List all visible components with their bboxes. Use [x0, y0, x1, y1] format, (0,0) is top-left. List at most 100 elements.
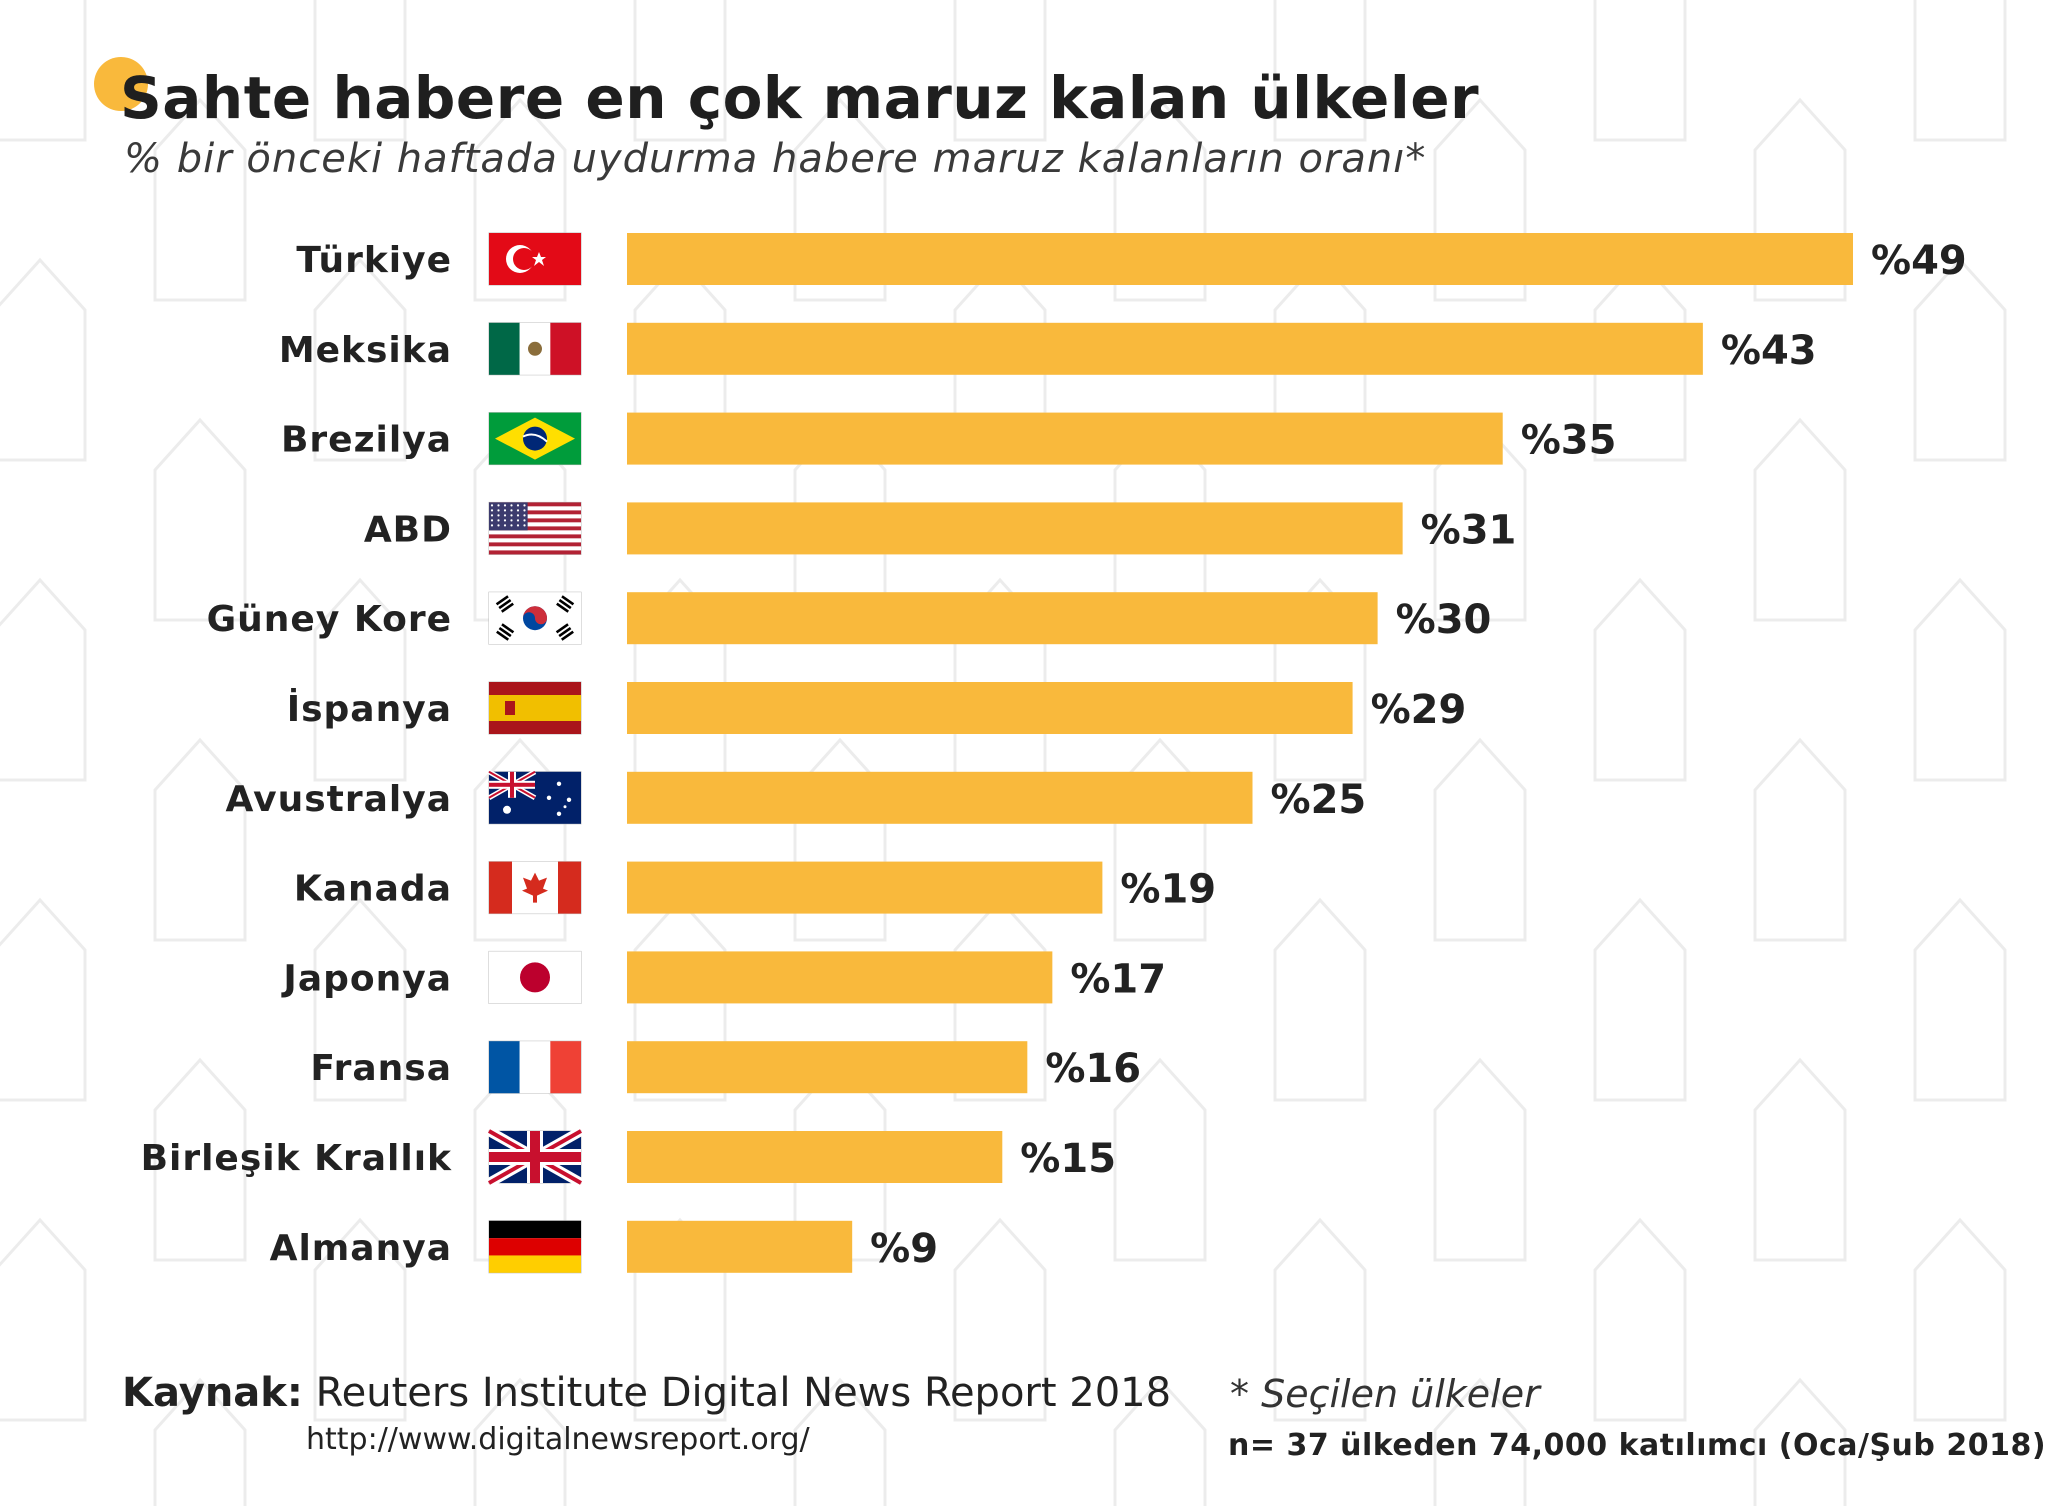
- pattern-shape: [1593, 1217, 1687, 1422]
- bar: [627, 951, 1053, 1004]
- pattern-shape: [1433, 1057, 1527, 1262]
- pattern-shape: [1113, 737, 1207, 942]
- pattern-shape: [1593, 0, 1687, 142]
- turkey-flag-icon: [488, 232, 582, 286]
- value-label: %19: [1120, 867, 1216, 913]
- source-url: http://www.digitalnewsreport.org/: [306, 1422, 810, 1457]
- bar: [627, 682, 1353, 734]
- bar: [627, 233, 1853, 285]
- brazil-flag-icon: [488, 412, 582, 466]
- pattern-shape: [313, 1217, 407, 1422]
- value-label: %30: [1396, 597, 1492, 643]
- canada-flag-icon: [488, 861, 582, 915]
- pattern-shape: [1593, 577, 1687, 782]
- pattern-shape: [0, 577, 87, 782]
- pattern-shape: [313, 257, 407, 462]
- source-line: Kaynak: Reuters Institute Digital News R…: [122, 1370, 1171, 1416]
- category-label: Birleşik Krallık: [141, 1138, 452, 1179]
- france-flag-icon: [488, 1040, 582, 1094]
- bar: [627, 412, 1503, 465]
- note-selected-countries: * Seçilen ülkeler: [1230, 1372, 1540, 1416]
- pattern-shape: [0, 897, 87, 1102]
- value-label: %9: [870, 1226, 938, 1272]
- value-label: %15: [1020, 1136, 1116, 1182]
- pattern-shape: [1753, 417, 1847, 622]
- pattern-shape: [1273, 897, 1367, 1102]
- pattern-shape: [1913, 0, 2007, 142]
- value-label: %43: [1721, 328, 1817, 374]
- pattern-shape: [0, 257, 87, 462]
- pattern-shape: [153, 97, 247, 302]
- bar: [627, 322, 1703, 375]
- bar: [627, 592, 1378, 645]
- bar: [627, 1041, 1028, 1094]
- pattern-shape: [153, 417, 247, 622]
- pattern-shape: [473, 97, 567, 302]
- pattern-shape: [153, 737, 247, 942]
- category-label: Güney Kore: [207, 599, 452, 640]
- accent-dot: [94, 57, 148, 111]
- value-label: %35: [1521, 418, 1617, 464]
- category-label: ABD: [364, 509, 452, 550]
- pattern-shape: [313, 577, 407, 782]
- value-label: %29: [1371, 687, 1467, 733]
- bar: [627, 1131, 1003, 1183]
- category-label: Avustralya: [226, 779, 452, 820]
- source-label: Kaynak:: [122, 1370, 303, 1416]
- category-label: Brezilya: [281, 420, 452, 461]
- mexico-flag-icon: [488, 322, 582, 376]
- note-sample-size: n= 37 ülkeden 74,000 katılımcı (Oca/Şub …: [1228, 1428, 2047, 1463]
- pattern-shape: [473, 1377, 567, 1506]
- chart-subtitle: % bir önceki haftada uydurma habere maru…: [124, 136, 1427, 182]
- category-label: Meksika: [279, 330, 452, 371]
- pattern-shape: [313, 0, 407, 142]
- bar: [627, 1220, 853, 1273]
- pattern-shape: [153, 1377, 247, 1506]
- pattern-shape: [1913, 1217, 2007, 1422]
- pattern-shape: [1593, 897, 1687, 1102]
- category-label: Türkiye: [296, 240, 452, 281]
- pattern-shape: [1753, 737, 1847, 942]
- chart-title: Sahte habere en çok maruz kalan ülkeler: [120, 64, 1480, 132]
- australia-flag-icon: [487, 769, 582, 825]
- pattern-shape: [313, 897, 407, 1102]
- pattern-shape: [1113, 1057, 1207, 1262]
- uk-flag-icon: [486, 1126, 584, 1188]
- usa-flag-icon: [488, 501, 582, 555]
- bar-chart: Türkiye %49 Meksika %43 Brezilya %35 ABD %31 Gün…: [141, 232, 1967, 1274]
- pattern-shape: [0, 0, 87, 142]
- pattern-shape: [633, 0, 727, 142]
- category-label: Kanada: [294, 869, 452, 910]
- pattern-shape: [1433, 737, 1527, 942]
- value-label: %17: [1070, 956, 1166, 1002]
- value-label: %16: [1045, 1046, 1141, 1092]
- spain-flag-icon: [488, 681, 582, 735]
- south-korea-flag-icon: [488, 591, 582, 645]
- pattern-shape: [953, 1217, 1047, 1422]
- pattern-shape: [1913, 577, 2007, 782]
- value-label: %31: [1421, 507, 1517, 553]
- bar: [627, 771, 1253, 824]
- japan-flag-icon: [488, 950, 582, 1004]
- category-label: Fransa: [310, 1048, 452, 1089]
- pattern-shape: [1273, 1217, 1367, 1422]
- pattern-shape: [1753, 1377, 1847, 1506]
- category-label: Almanya: [270, 1228, 452, 1269]
- pattern-shape: [1433, 1377, 1527, 1506]
- pattern-shape: [1913, 897, 2007, 1102]
- bar: [627, 502, 1403, 555]
- source-text: Reuters Institute Digital News Report 20…: [302, 1370, 1172, 1416]
- pattern-shape: [1273, 577, 1367, 782]
- category-label: İspanya: [287, 688, 452, 730]
- pattern-shape: [1113, 1377, 1207, 1506]
- value-label: %25: [1271, 777, 1367, 823]
- germany-flag-icon: [488, 1220, 582, 1274]
- pattern-shape: [953, 0, 1047, 142]
- value-label: %49: [1871, 238, 1967, 284]
- bar: [627, 861, 1103, 914]
- pattern-shape: [153, 1057, 247, 1262]
- pattern-shape: [0, 1217, 87, 1422]
- pattern-shape: [1913, 257, 2007, 462]
- category-label: Japonya: [280, 958, 452, 999]
